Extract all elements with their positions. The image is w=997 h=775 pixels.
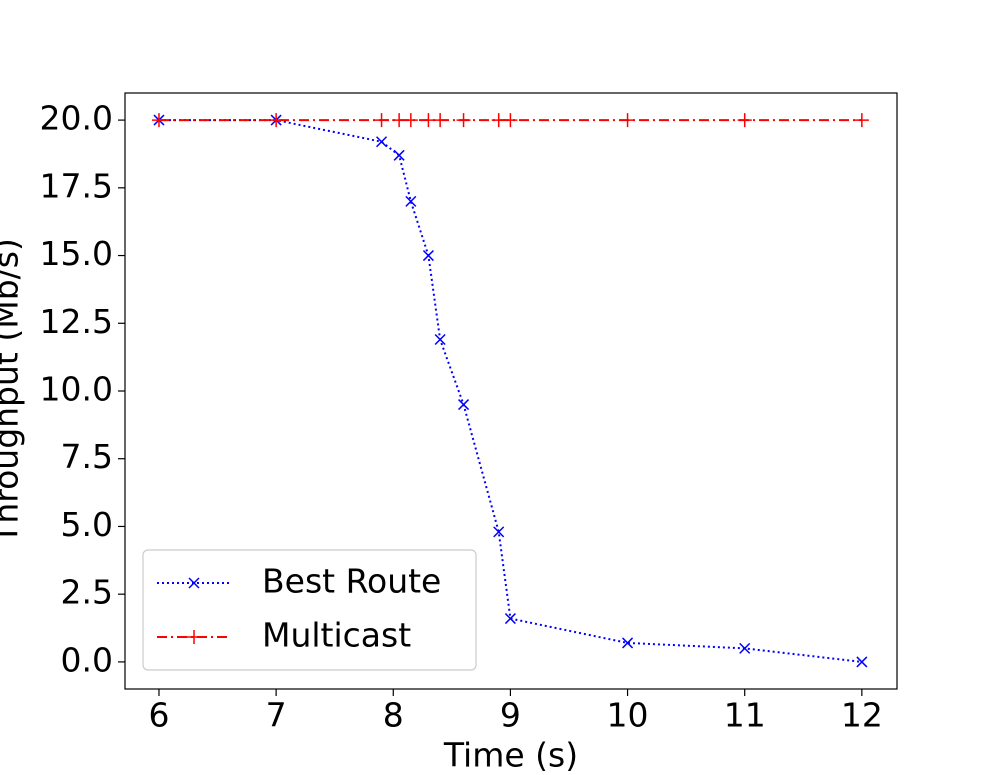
marker (374, 113, 389, 128)
marker (392, 113, 407, 128)
marker (739, 642, 751, 654)
x-tick-label: 9 (500, 696, 521, 735)
y-tick-label: 20.0 (40, 99, 113, 138)
marker (493, 526, 505, 538)
y-tick-label: 10.0 (40, 370, 113, 409)
marker (622, 637, 634, 649)
marker (151, 113, 166, 128)
marker (405, 195, 417, 207)
legend-label: Best Route (262, 562, 441, 601)
y-tick-label: 5.0 (61, 505, 113, 544)
marker (403, 113, 418, 128)
marker (456, 113, 471, 128)
y-tick-label: 2.5 (61, 573, 113, 612)
marker (433, 113, 448, 128)
legend-label: Multicast (262, 616, 411, 655)
marker (504, 613, 516, 625)
x-tick-label: 6 (148, 696, 169, 735)
y-tick-label: 7.5 (61, 437, 113, 476)
marker (503, 113, 518, 128)
marker (737, 113, 752, 128)
x-tick-label: 8 (383, 696, 404, 735)
marker (856, 656, 868, 668)
y-tick-label: 17.5 (40, 166, 113, 205)
plot-frame (124, 92, 898, 690)
marker (434, 333, 446, 346)
marker (188, 577, 200, 589)
marker (421, 113, 436, 128)
y-axis-label: Throughput (Mb/s) (0, 238, 26, 545)
x-axis-label: Time (s) (443, 736, 578, 775)
y-tick-label: 12.5 (40, 302, 113, 341)
x-tick-label: 12 (841, 696, 883, 735)
marker (854, 113, 869, 128)
marker (269, 113, 284, 128)
legend-box (142, 549, 477, 671)
marker (393, 149, 405, 161)
marker (491, 113, 506, 128)
x-tick-label: 10 (607, 696, 649, 735)
marker (458, 399, 470, 411)
marker (376, 136, 388, 148)
marker (620, 113, 635, 128)
x-tick-label: 11 (724, 696, 766, 735)
marker (187, 630, 201, 644)
marker (422, 250, 434, 262)
y-tick-label: 15.0 (40, 234, 113, 273)
y-tick-label: 0.0 (61, 640, 113, 679)
x-tick-label: 7 (266, 696, 287, 735)
